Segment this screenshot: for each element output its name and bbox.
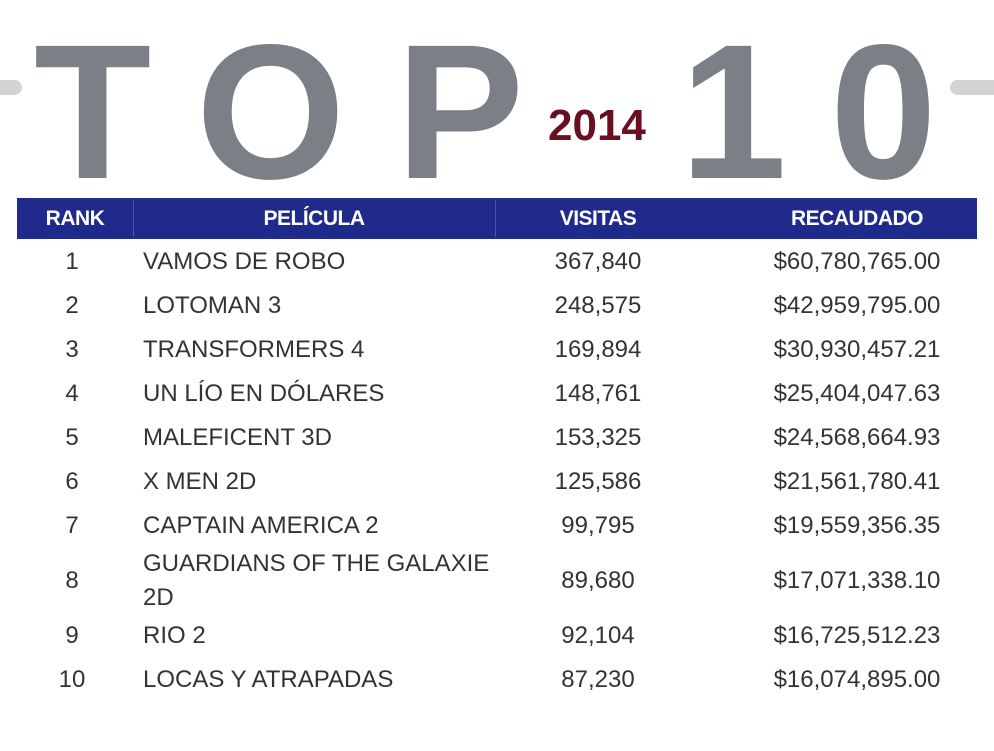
table-row: 2 LOTOMAN 3 248,575 $42,959,795.00 <box>17 284 977 328</box>
table-row: 6 X MEN 2D 125,586 $21,561,780.41 <box>17 460 977 504</box>
visits-cell: 148,761 <box>554 380 642 407</box>
table-row: 9 RIO 2 92,104 $16,725,512.23 <box>17 614 977 658</box>
header-divider <box>133 200 134 237</box>
title-digit-0: 0 <box>830 4 937 219</box>
table-row: 3 TRANSFORMERS 4 169,894 $30,930,457.21 <box>17 328 977 372</box>
right-decorative-line <box>950 80 994 95</box>
rank-cell: 7 <box>65 512 79 539</box>
gross-cell: $21,561,780.41 <box>773 468 941 495</box>
title-cell: LOTOMAN 3 <box>143 292 282 319</box>
gross-cell: $30,930,457.21 <box>773 336 941 363</box>
gross-cell: $25,404,047.63 <box>773 380 941 407</box>
visits-cell: 153,325 <box>554 424 642 451</box>
title-cell: X MEN 2D <box>143 468 257 495</box>
title-cell: VAMOS DE ROBO <box>143 248 346 275</box>
gross-cell: $24,568,664.93 <box>773 424 941 451</box>
title-cell: LOCAS Y ATRAPADAS <box>143 666 394 693</box>
rank-cell: 3 <box>65 336 79 363</box>
title-cell: UN LÍO EN DÓLARES <box>143 380 385 407</box>
visits-cell: 248,575 <box>554 292 642 319</box>
rank-cell: 2 <box>65 292 79 319</box>
rank-cell: 6 <box>65 468 79 495</box>
table-row: 8 GUARDIANS OF THE GALAXIE 2D 89,680 $17,07… <box>17 548 977 614</box>
gross-cell: $16,074,895.00 <box>773 666 941 693</box>
header-rank: RANK <box>45 207 105 230</box>
visits-cell: 125,586 <box>554 468 642 495</box>
gross-cell: $19,559,356.35 <box>773 512 941 539</box>
title-cell: MALEFICENT 3D <box>143 424 332 451</box>
header-pelicula: PELÍCULA <box>263 207 366 230</box>
rank-cell: 5 <box>65 424 79 451</box>
title-digit-1: 1 <box>680 4 787 219</box>
rank-cell: 8 <box>65 567 79 594</box>
table-row: 5 MALEFICENT 3D 153,325 $24,568,664.93 <box>17 416 977 460</box>
title-cell: GUARDIANS OF THE GALAXIE 2D <box>143 550 490 611</box>
table-header: RANK PELÍCULA VISITAS RECAUDADO <box>17 198 977 239</box>
title-letter-p: P <box>396 4 525 219</box>
table-row: 10 LOCAS Y ATRAPADAS 87,230 $16,074,895.00 <box>17 658 977 702</box>
table-row: 1 VAMOS DE ROBO 367,840 $60,780,765.00 <box>17 240 977 284</box>
title-letter-o: O <box>196 4 346 219</box>
visits-cell: 367,840 <box>554 248 642 275</box>
rank-cell: 4 <box>65 380 79 407</box>
table-row: 4 UN LÍO EN DÓLARES 148,761 $25,404,047.63 <box>17 372 977 416</box>
header-visitas: VISITAS <box>559 207 637 230</box>
rank-cell: 10 <box>58 666 86 693</box>
table-body: 1 VAMOS DE ROBO 367,840 $60,780,765.00 2 LOTO… <box>17 240 977 702</box>
title-cell: CAPTAIN AMERICA 2 <box>143 512 379 539</box>
visits-cell: 169,894 <box>554 336 642 363</box>
gross-cell: $42,959,795.00 <box>773 292 941 319</box>
visits-cell: 89,680 <box>561 567 635 594</box>
title-cell: RIO 2 <box>143 622 206 649</box>
gross-cell: $60,780,765.00 <box>773 248 941 275</box>
rank-cell: 1 <box>65 248 79 275</box>
header-divider <box>495 200 496 237</box>
left-decorative-line <box>0 80 22 95</box>
visits-cell: 87,230 <box>561 666 635 693</box>
rank-cell: 9 <box>65 622 79 649</box>
header-recaudado: RECAUDADO <box>791 207 924 230</box>
gross-cell: $17,071,338.10 <box>773 567 941 594</box>
gross-cell: $16,725,512.23 <box>773 622 941 649</box>
visits-cell: 99,795 <box>561 512 635 539</box>
title-cell: TRANSFORMERS 4 <box>143 336 365 363</box>
table-row: 7 CAPTAIN AMERICA 2 99,795 $19,559,356.35 <box>17 504 977 548</box>
year-label: 2014 <box>548 101 646 150</box>
visits-cell: 92,104 <box>561 622 635 649</box>
title-letter-t: T <box>34 4 152 219</box>
